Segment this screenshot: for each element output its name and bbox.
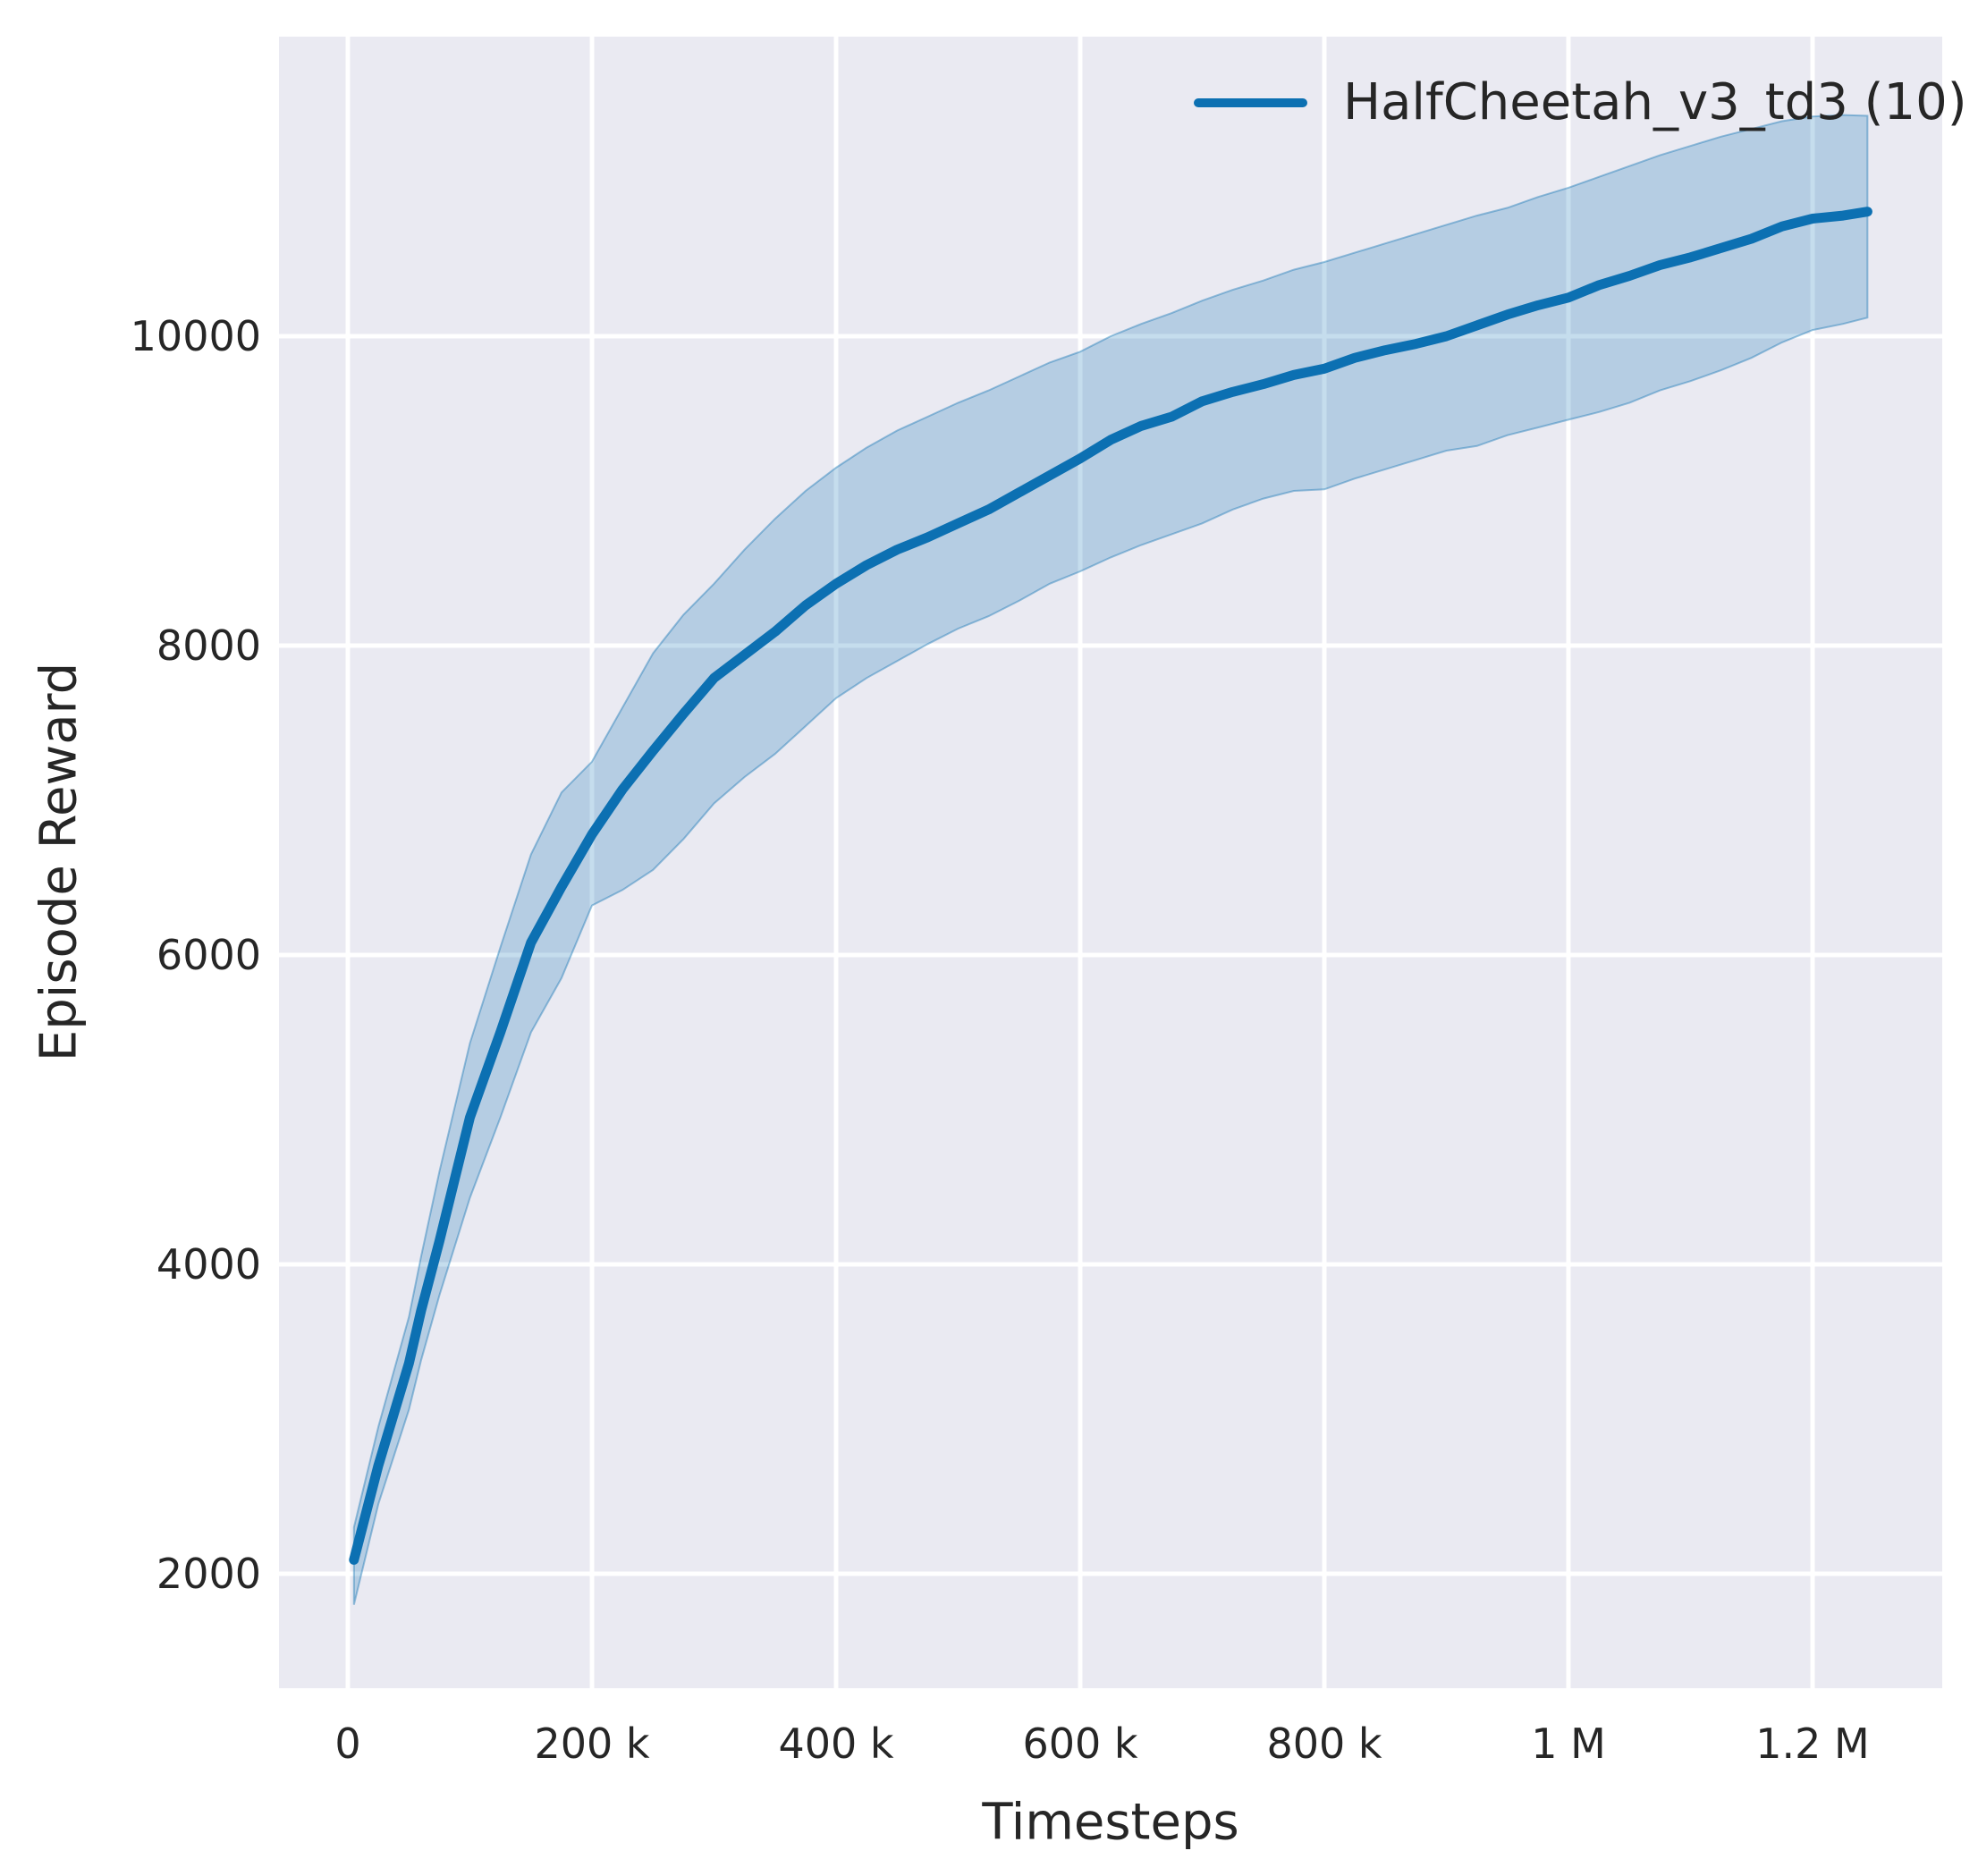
confidence-band [352,114,1869,1605]
series-line-halfcheetah-td3 [349,207,1872,1565]
y-axis-label: Episode Reward [30,662,89,1062]
legend-line-swatch [1194,97,1307,107]
y-tick-label: 6000 [156,931,261,979]
x-tick-label: 600 k [1022,1720,1138,1768]
x-tick-label: 0 [334,1720,361,1768]
y-tick-label: 2000 [156,1550,261,1598]
gridlines [279,37,1942,1688]
x-tick-label: 800 k [1266,1720,1382,1768]
y-tick-label: 10000 [130,312,261,360]
y-tick-label: 4000 [156,1240,261,1289]
x-tick-label: 1.2 M [1755,1720,1870,1768]
legend-label: HalfCheetah_v3_td3 (10) [1343,73,1967,131]
x-tick-label: 400 k [778,1720,894,1768]
x-axis-label: Timesteps [982,1793,1239,1852]
plot-background [279,37,1942,1688]
y-tick-label: 8000 [156,621,261,670]
legend: HalfCheetah_v3_td3 (10) [1194,73,1967,131]
x-tick-label: 200 k [534,1720,650,1768]
x-tick-label: 1 M [1531,1720,1606,1768]
